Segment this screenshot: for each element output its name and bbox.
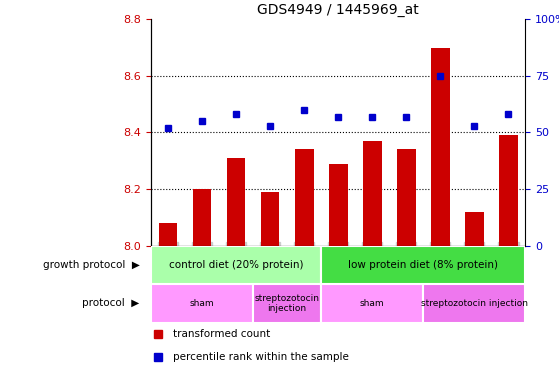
Text: growth protocol  ▶: growth protocol ▶ bbox=[43, 260, 140, 270]
Bar bbox=[321, 284, 423, 323]
Bar bbox=[193, 189, 211, 246]
Text: percentile rank within the sample: percentile rank within the sample bbox=[173, 352, 349, 362]
Bar bbox=[465, 212, 484, 246]
Text: protocol  ▶: protocol ▶ bbox=[83, 298, 140, 308]
Bar bbox=[151, 246, 321, 284]
Text: streptozotocin
injection: streptozotocin injection bbox=[254, 294, 320, 313]
Text: control diet (20% protein): control diet (20% protein) bbox=[169, 260, 304, 270]
Bar bbox=[499, 135, 518, 246]
Bar bbox=[253, 284, 321, 323]
Bar bbox=[431, 48, 449, 246]
Bar bbox=[363, 141, 382, 246]
Bar bbox=[151, 284, 253, 323]
Bar bbox=[159, 223, 177, 246]
Bar bbox=[423, 284, 525, 323]
Text: streptozotocin injection: streptozotocin injection bbox=[421, 299, 528, 308]
Bar bbox=[260, 192, 280, 246]
Text: low protein diet (8% protein): low protein diet (8% protein) bbox=[348, 260, 498, 270]
Bar bbox=[295, 149, 314, 246]
Title: GDS4949 / 1445969_at: GDS4949 / 1445969_at bbox=[257, 3, 419, 17]
Bar bbox=[321, 246, 525, 284]
Text: sham: sham bbox=[360, 299, 385, 308]
Bar bbox=[227, 158, 245, 246]
Text: transformed count: transformed count bbox=[173, 329, 271, 339]
Bar bbox=[397, 149, 416, 246]
Bar bbox=[329, 164, 348, 246]
Text: sham: sham bbox=[190, 299, 214, 308]
